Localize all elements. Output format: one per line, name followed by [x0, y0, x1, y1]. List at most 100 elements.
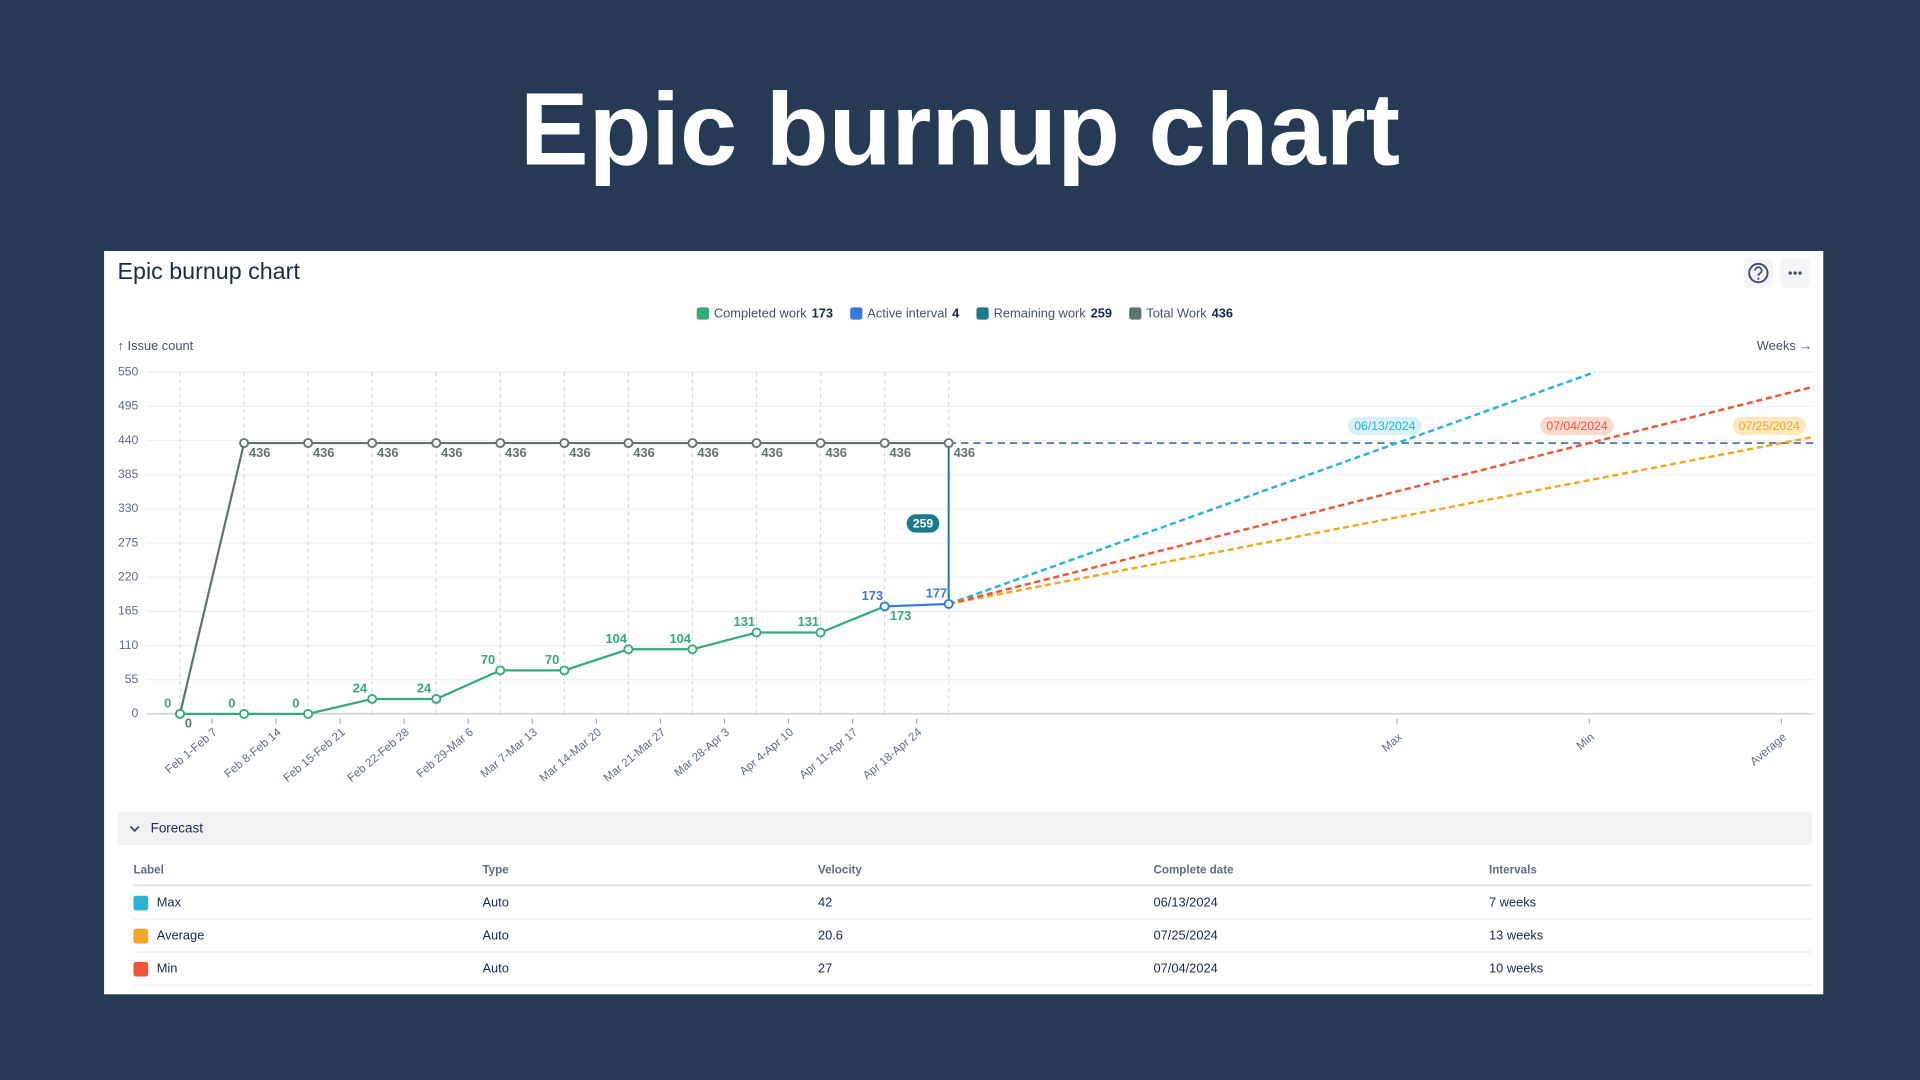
series-point: [239, 438, 250, 449]
data-label: 177: [926, 586, 947, 601]
data-label: 436: [313, 445, 334, 460]
forecast-title: Forecast: [151, 821, 204, 836]
legend-swatch: [850, 307, 863, 320]
y-tick-label: 550: [118, 364, 139, 378]
heading: Epic burnup chart: [520, 71, 1400, 186]
y-tick-label: 220: [118, 569, 139, 583]
series-point: [751, 438, 762, 449]
more-button[interactable]: [1780, 258, 1810, 288]
y-tick-label: 110: [119, 638, 139, 652]
y-tick-label: 275: [118, 535, 139, 549]
series-point: [175, 708, 185, 719]
series-point: [559, 438, 570, 449]
table-cell: 20.6: [818, 928, 843, 943]
series-point: [943, 598, 954, 609]
series-point: [559, 665, 570, 676]
forecast-date: 06/13/2024: [1348, 416, 1422, 436]
legend-label: Remaining work: [994, 305, 1087, 320]
legend-value: 4: [952, 305, 960, 320]
table-cell: 13 weeks: [1489, 928, 1543, 943]
data-label: 0: [228, 695, 235, 710]
forecast-line: [948, 371, 1595, 606]
forecast-date-bg: [1348, 416, 1422, 436]
table-header: Type: [482, 864, 509, 877]
series-point: [879, 601, 890, 612]
forecast-date-bg: [1540, 416, 1614, 436]
y-tick-label: 55: [125, 672, 139, 686]
table-cell: 06/13/2024: [1153, 894, 1217, 909]
panel: [104, 251, 1824, 995]
data-label: 436: [505, 445, 526, 460]
row-swatch: [133, 961, 149, 977]
series-point: [879, 438, 890, 449]
forecast-date: 07/25/2024: [1732, 416, 1806, 436]
y-axis-label: ↑ Issue count: [118, 338, 194, 353]
x-axis-label: Weeks →: [1757, 338, 1812, 353]
series-point: [495, 438, 506, 449]
remaining-label-bg: [906, 514, 940, 533]
data-label: 436: [441, 445, 462, 460]
data-label: 436: [761, 445, 782, 460]
series-point: [687, 438, 698, 449]
legend-label: Completed work: [714, 305, 807, 320]
forecast-lines: [948, 371, 1814, 606]
table-cell: 27: [818, 961, 832, 976]
series-point: [751, 627, 762, 638]
help-button[interactable]: [1743, 258, 1774, 288]
forecast-toggle[interactable]: Forecast: [117, 811, 1813, 845]
row-swatch: [133, 895, 149, 911]
remaining-label-text: 259: [913, 516, 934, 530]
data-label: 436: [249, 445, 270, 460]
legend-label: Total Work: [1146, 305, 1207, 320]
table-cell: 7 weeks: [1489, 894, 1536, 909]
legend-swatch: [976, 307, 989, 320]
data-label: 0: [164, 695, 171, 710]
table-cell: 10 weeks: [1489, 961, 1543, 976]
series-point: [431, 694, 442, 704]
table-cell: 42: [818, 894, 832, 909]
table-cell: Max: [157, 894, 182, 909]
data-label: 70: [481, 652, 495, 667]
data-label: 173: [862, 588, 883, 603]
y-tick-label: 0: [132, 706, 139, 720]
table-cell: Average: [157, 928, 205, 943]
table-cell: Auto: [482, 894, 508, 909]
table-header: Label: [133, 864, 163, 877]
data-label: 436: [569, 445, 590, 460]
data-label: 131: [734, 614, 755, 629]
series-line: [884, 602, 949, 608]
data-label: 436: [633, 445, 654, 460]
data-label: 0: [292, 695, 299, 710]
data-label: 104: [669, 631, 691, 646]
legend-value: 436: [1212, 305, 1233, 320]
table-header: Intervals: [1489, 864, 1537, 877]
series-point: [367, 694, 378, 704]
table-header: Complete date: [1153, 864, 1234, 877]
series-point: [623, 438, 634, 449]
panel-title: Epic burnup chart: [118, 258, 301, 284]
data-label: 436: [697, 445, 718, 460]
table-cell: Auto: [482, 928, 508, 943]
forecast-date: 07/04/2024: [1540, 416, 1614, 436]
table-cell: Auto: [482, 961, 508, 976]
series-point: [815, 627, 826, 638]
data-label: 436: [954, 445, 975, 460]
series-point: [687, 644, 698, 655]
legend-swatch: [696, 307, 709, 320]
forecast-line: [948, 385, 1814, 606]
row-swatch: [133, 928, 149, 944]
legend: Completed work 173 Active interval 4 Remaini…: [696, 305, 1233, 320]
series-point: [303, 708, 314, 719]
y-tick-label: 440: [118, 433, 139, 447]
series-point: [239, 708, 250, 719]
legend-label: Active interval: [867, 305, 947, 320]
data-label: 24: [353, 681, 368, 696]
data-label: 131: [798, 614, 819, 629]
table-cell: 07/25/2024: [1153, 928, 1217, 943]
remaining-label: 259: [906, 514, 940, 533]
data-label: 70: [545, 652, 559, 667]
forecast-date-bg: [1732, 416, 1806, 436]
table-header: Velocity: [818, 864, 862, 877]
